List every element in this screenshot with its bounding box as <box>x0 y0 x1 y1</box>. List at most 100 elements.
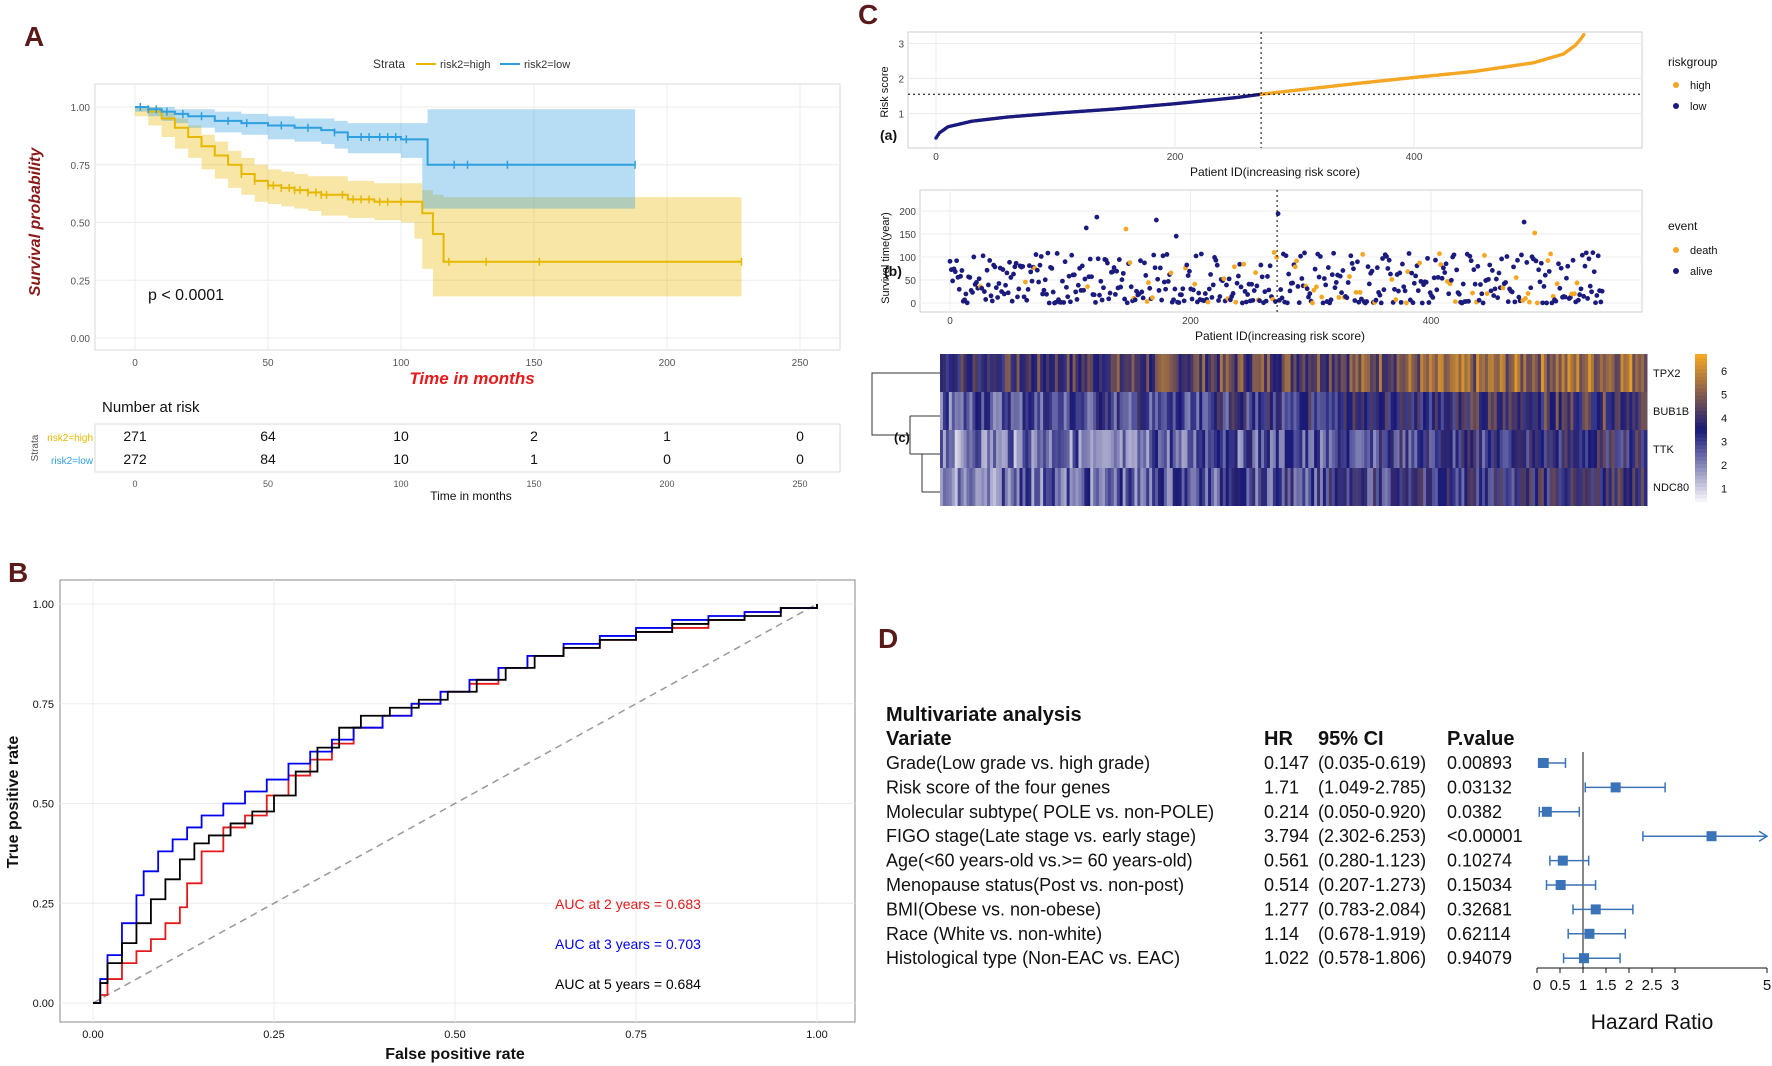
heatmap-cell <box>1523 468 1527 506</box>
forest-row-variate: BMI(Obese vs. non-obese) <box>886 899 1101 919</box>
heatmap-cell <box>1396 468 1401 506</box>
colorbar-segment <box>1695 445 1707 450</box>
heatmap-cell <box>1308 392 1312 430</box>
heatmap-cell <box>1378 392 1383 430</box>
x-axis-label: Patient ID(increasing risk score) <box>1190 165 1360 179</box>
survival-point <box>1071 272 1077 278</box>
colorbar-segment <box>1695 426 1707 431</box>
heatmap-cell <box>1269 392 1274 430</box>
heatmap-cell <box>1281 430 1286 468</box>
heatmap-cell <box>1364 468 1368 506</box>
heatmap-cell <box>1060 468 1065 506</box>
heatmap-cell <box>1523 392 1527 430</box>
panel-a: 0 50 100 150 200 2500.000.250.500.751.00Time … <box>27 57 841 503</box>
heatmap-cell <box>1644 468 1648 506</box>
survival-point <box>1001 291 1007 297</box>
heatmap-cell <box>1007 392 1012 430</box>
heatmap-cell <box>1122 354 1127 392</box>
heatmap-cell <box>1184 354 1188 392</box>
survival-point <box>1586 256 1592 262</box>
heatmap-cell <box>1231 468 1236 506</box>
heatmap-cell <box>1378 430 1383 468</box>
survival-point <box>959 268 965 273</box>
heatmap-cell <box>1128 354 1132 392</box>
survival-point <box>1534 300 1540 306</box>
heatmap-cell <box>1593 392 1598 430</box>
heatmap-cell <box>984 430 988 468</box>
survival-point <box>1290 280 1296 286</box>
heatmap-cell <box>1237 392 1241 430</box>
survival-point <box>1388 271 1393 277</box>
heatmap-cell <box>1588 392 1592 430</box>
heatmap-cell <box>1255 354 1259 392</box>
heatmap-cell <box>1549 354 1554 392</box>
survival-point <box>1476 297 1482 303</box>
heatmap-cell <box>1540 354 1545 392</box>
heatmap-cell <box>963 430 968 468</box>
heatmap-cell <box>1264 392 1268 430</box>
survival-point <box>1238 284 1244 290</box>
heatmap-cell <box>1429 468 1433 506</box>
risk-value: 10 <box>393 428 409 444</box>
colorbar-segment <box>1695 403 1707 408</box>
survival-point <box>1439 275 1445 281</box>
heatmap-cell <box>1231 430 1236 468</box>
heatmap-cell <box>1025 430 1029 468</box>
heatmap-cell <box>1505 468 1510 506</box>
x-tick-label: 0.75 <box>625 1029 646 1041</box>
heatmap-cell <box>1370 354 1374 392</box>
heatmap-cell <box>1046 392 1050 430</box>
colorbar-segment <box>1695 399 1707 404</box>
heatmap-cell <box>1249 430 1253 468</box>
heatmap-cell <box>1558 430 1563 468</box>
heatmap-cell <box>1585 392 1589 430</box>
heatmap-cell <box>1620 468 1624 506</box>
survival-point <box>1312 266 1318 272</box>
heatmap-cell <box>1046 468 1050 506</box>
survival-point <box>1546 269 1552 274</box>
heatmap-cell <box>1343 392 1348 430</box>
survival-point <box>1331 250 1337 256</box>
survival-point <box>1553 298 1559 304</box>
heatmap-cell <box>960 392 965 430</box>
heatmap-cell <box>1605 430 1610 468</box>
heatmap-cell <box>1629 354 1633 392</box>
heatmap-cell <box>966 354 970 392</box>
survival-point <box>1585 296 1591 301</box>
heatmap-cell <box>1523 430 1527 468</box>
heatmap-cell <box>1128 430 1132 468</box>
heatmap-cell <box>1110 468 1115 506</box>
heatmap-cell <box>1010 468 1015 506</box>
heatmap-cell <box>1346 354 1350 392</box>
survival-point <box>1532 230 1538 236</box>
heatmap-cell <box>1538 392 1542 430</box>
survival-point <box>1347 274 1352 279</box>
heatmap-cell <box>1051 392 1056 430</box>
survival-point <box>1392 286 1397 292</box>
survival-point <box>1299 276 1305 281</box>
survival-point <box>1437 251 1442 257</box>
heatmap-cell <box>1102 392 1106 430</box>
survival-point <box>1349 261 1355 266</box>
y-tick-label: 0 <box>910 299 916 310</box>
heatmap-cell <box>1104 354 1109 392</box>
heatmap-cell <box>1007 468 1012 506</box>
survival-point <box>1540 300 1546 306</box>
heatmap-cell <box>1187 354 1191 392</box>
survival-point <box>1023 279 1028 285</box>
heatmap-cell <box>1196 354 1200 392</box>
heatmap-cell <box>1573 430 1577 468</box>
heatmap-cell <box>1487 468 1492 506</box>
survival-point <box>950 278 956 284</box>
heatmap-cell <box>1520 354 1524 392</box>
survival-point <box>1259 274 1265 280</box>
heatmap-cell <box>1249 468 1253 506</box>
heatmap-cell <box>1467 392 1471 430</box>
heatmap-cell <box>1496 392 1501 430</box>
survival-point <box>1409 270 1415 276</box>
heatmap-row-label: NDC80 <box>1653 482 1689 494</box>
heatmap-cell <box>1552 354 1557 392</box>
heatmap-cell <box>963 468 968 506</box>
survival-point <box>1180 286 1186 292</box>
x-tick-label: 400 <box>1406 152 1423 163</box>
